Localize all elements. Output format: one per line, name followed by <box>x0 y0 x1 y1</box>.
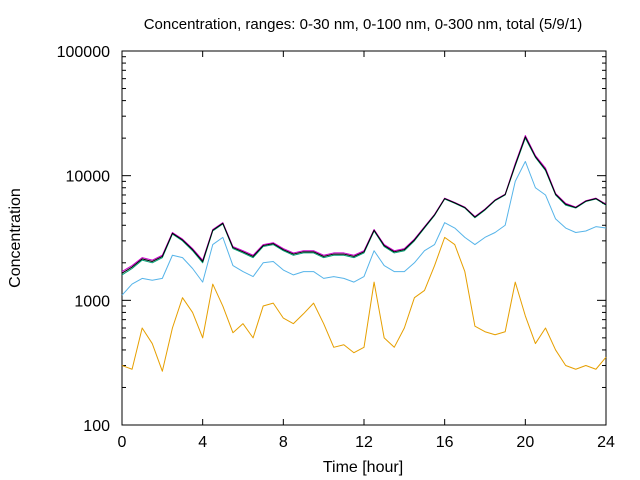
series-line-3 <box>121 137 607 276</box>
plot-frame <box>121 50 607 426</box>
series-line-2 <box>121 160 607 296</box>
x-tick-label: 8 <box>279 434 288 451</box>
series-line-5 <box>121 136 607 274</box>
x-tick-label: 0 <box>118 434 127 451</box>
x-tick-label: 4 <box>198 434 207 451</box>
x-tick-label: 20 <box>516 434 534 451</box>
series-line-1 <box>121 236 607 372</box>
x-tick-label: 12 <box>355 434 373 451</box>
x-axis-label: Time [hour] <box>323 459 403 476</box>
series-group <box>121 135 607 372</box>
x-axis: 0 4 8 12 16 20 24 <box>118 51 615 451</box>
y-tick-label: 100 <box>83 418 110 435</box>
y-tick-label: 100000 <box>57 44 110 61</box>
y-axis: 100 1000 10000 100000 <box>57 44 606 435</box>
x-tick-label: 16 <box>436 434 454 451</box>
x-tick-label: 24 <box>597 434 615 451</box>
y-tick-label: 1000 <box>74 293 110 310</box>
chart-title: Concentration, ranges: 0-30 nm, 0-100 nm… <box>144 16 583 33</box>
y-axis-label: Concentration <box>7 188 24 288</box>
y-tick-label: 10000 <box>66 169 111 186</box>
